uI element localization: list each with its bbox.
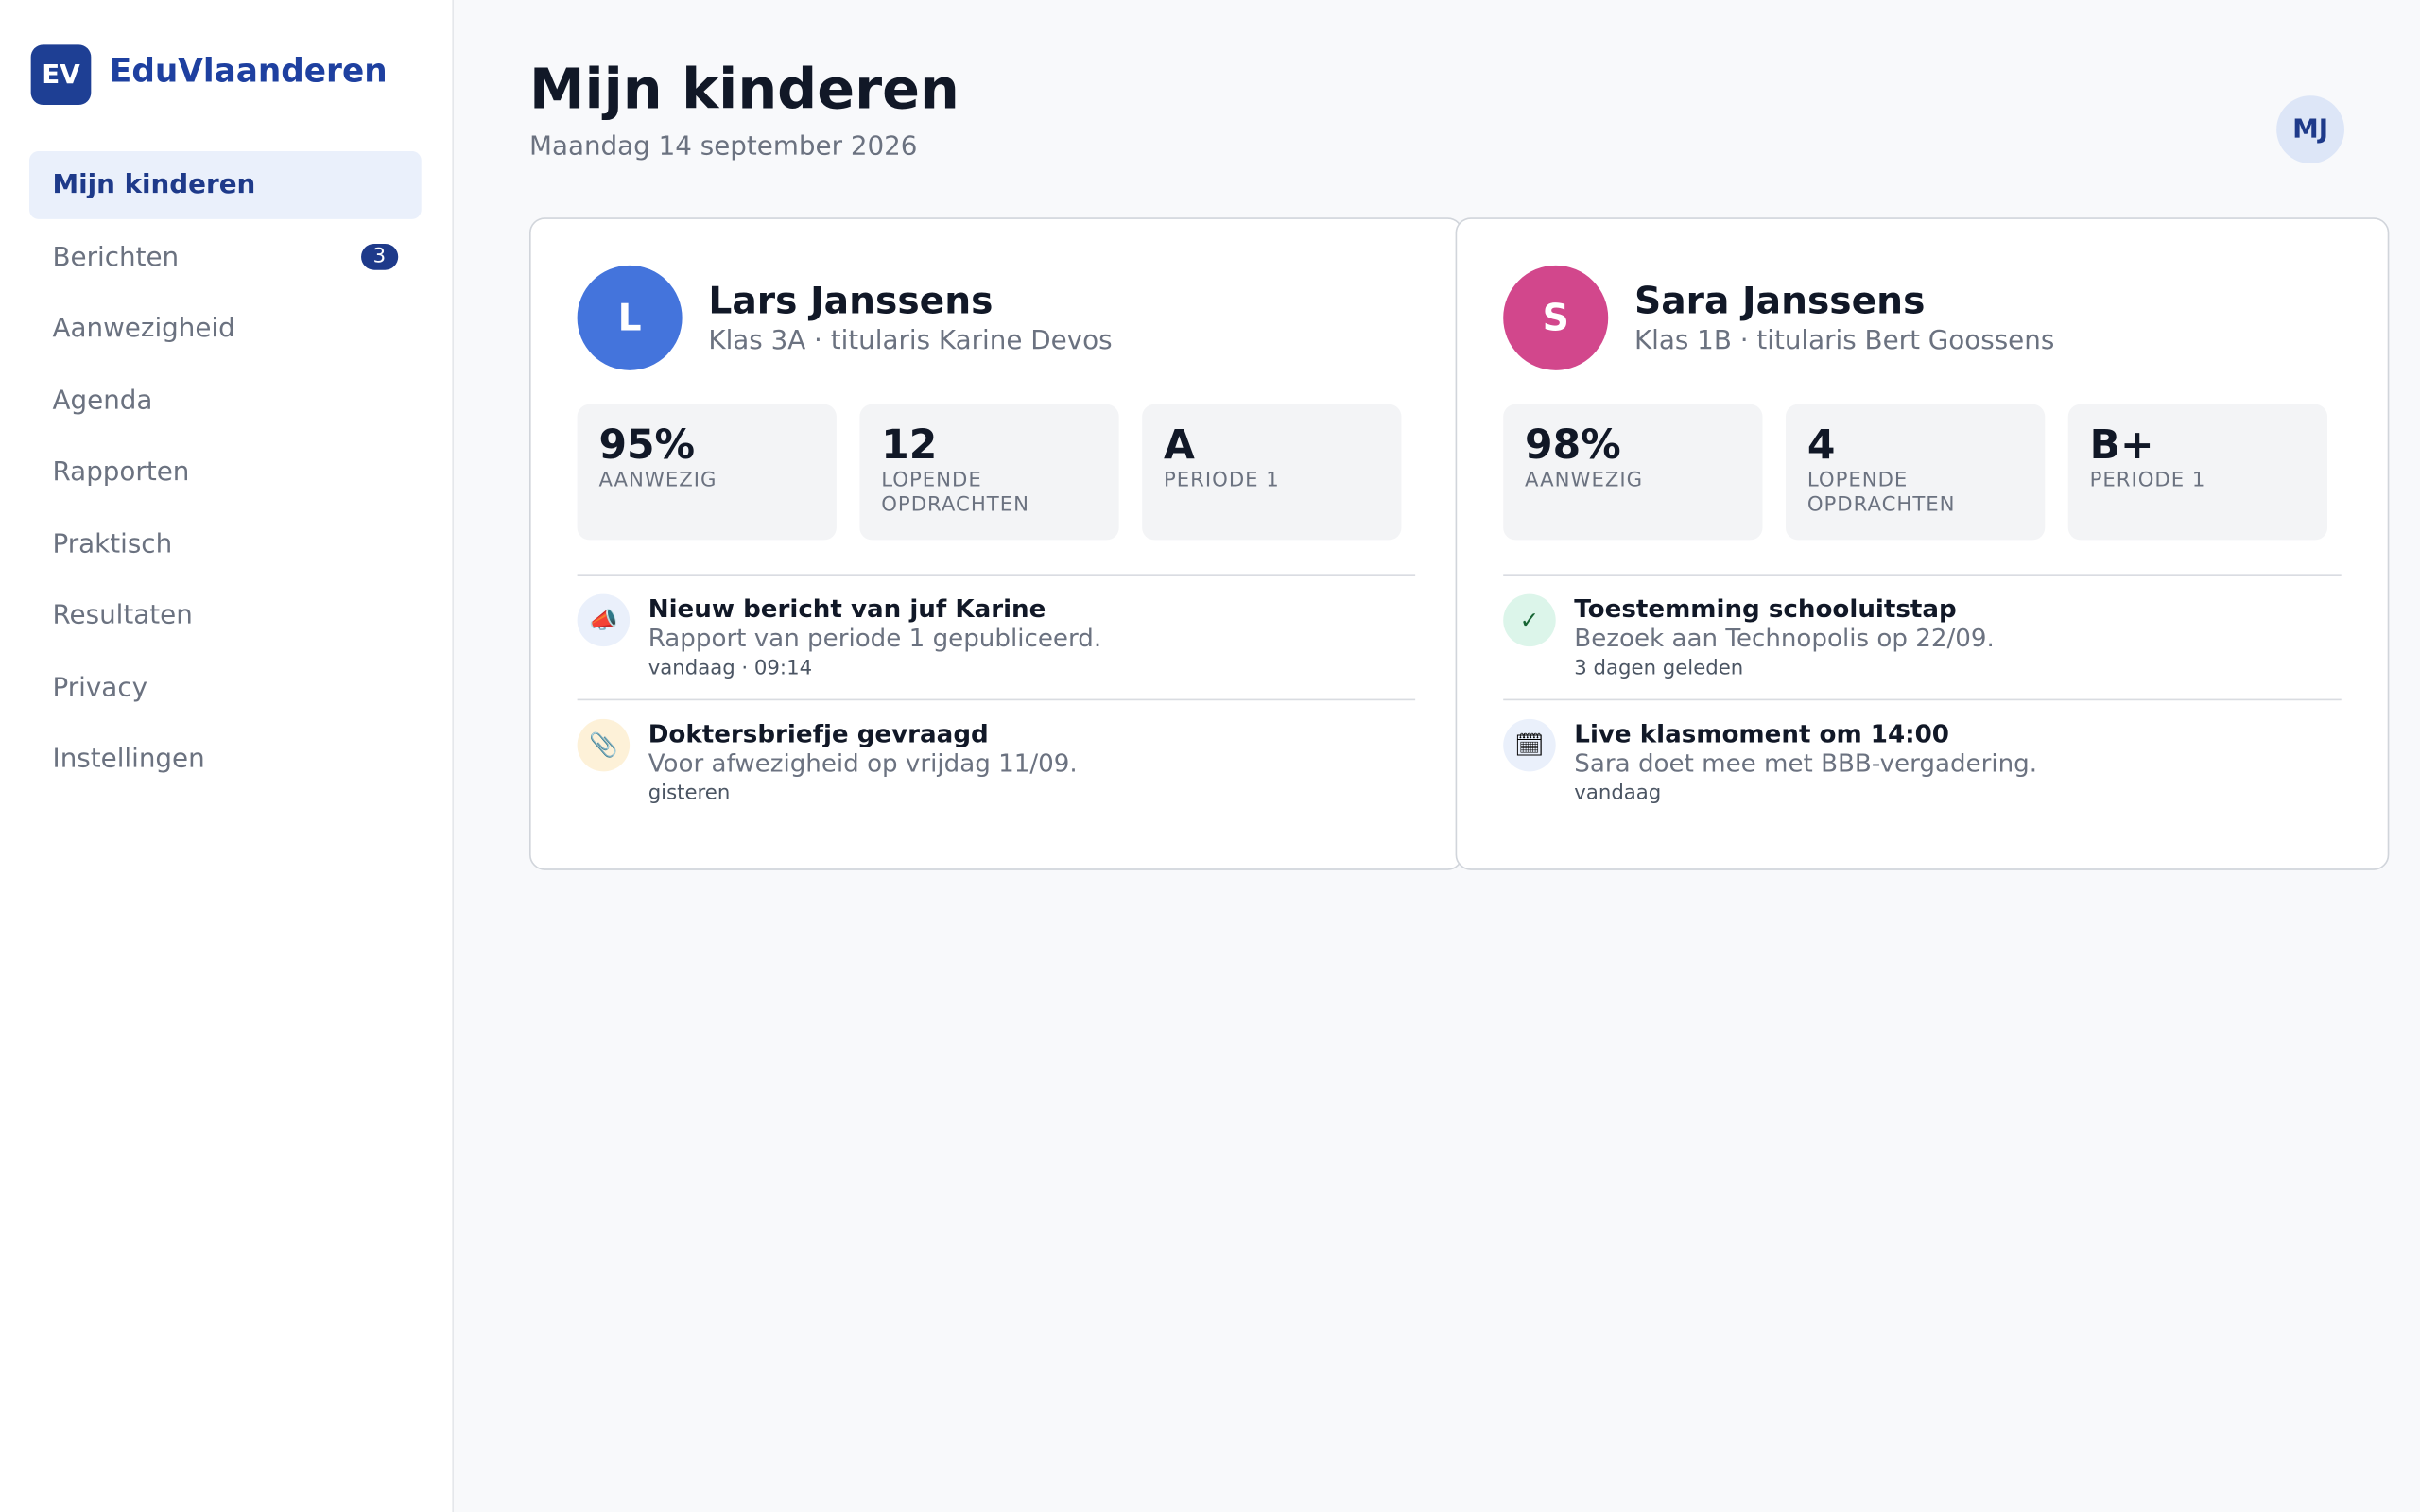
child-avatar: L (577, 265, 683, 370)
stat: 4 Lopende opdrachten (1785, 404, 2046, 541)
child-name: Sara Janssens (1634, 279, 1926, 323)
stat-value: B+ (2089, 422, 2154, 470)
item-text: Rapport van periode 1 gepubliceerd. (648, 623, 1102, 653)
feed-item[interactable]: 📣 Nieuw bericht van juf Karine Rapport va… (577, 574, 1416, 698)
nav-item[interactable]: Resultaten (29, 582, 422, 650)
item-time: 3 dagen geleden (1574, 657, 1744, 680)
item-title: Live klasmoment om 14:00 (1574, 718, 1949, 748)
stats: 95% Aanwezig 12 Lopende opdrachten A Period… (577, 404, 1416, 541)
feed-item[interactable]: ✓ Toestemming schooluitstap Bezoek aan Te… (1503, 574, 2342, 698)
nav-label: Aanwezigheid (52, 313, 235, 345)
child-class: Klas 3A · titularis Karine Devos (708, 325, 1113, 357)
stat-value: 4 (1806, 422, 1836, 470)
nav-label: Resultaten (52, 600, 193, 631)
sidebar: EV EduVlaanderen Mijn kinderen Berichten… (0, 0, 454, 1512)
nav-item[interactable]: Berichten 3 (29, 223, 422, 291)
date: Maandag 14 september 2026 (528, 130, 918, 163)
nav-item[interactable]: Instellingen (29, 725, 422, 793)
item-title: Nieuw bericht van juf Karine (648, 593, 1046, 624)
item-title: Toestemming schooluitstap (1574, 593, 1957, 624)
stat-value: A (1164, 422, 1195, 470)
nav-item[interactable]: Aanwezigheid (29, 295, 422, 363)
nav-item[interactable]: Rapporten (29, 438, 422, 507)
child-class: Klas 1B · titularis Bert Goossens (1634, 325, 2055, 357)
nav-label: Rapporten (52, 456, 190, 488)
nav-label: Privacy (52, 672, 148, 703)
stat: 12 Lopende opdrachten (859, 404, 1119, 541)
page-title: Mijn kinderen (528, 59, 959, 122)
nav-item[interactable]: Agenda (29, 367, 422, 435)
stat-value: 12 (881, 422, 938, 470)
badge: 3 (360, 243, 399, 270)
item-text: Bezoek aan Technopolis op 22/09. (1574, 623, 1995, 653)
nav-label: Agenda (52, 385, 153, 416)
stat-value: 98% (1525, 422, 1621, 470)
item-time: gisteren (648, 782, 731, 806)
brand-name[interactable]: EduVlaanderen (109, 52, 388, 90)
child-card[interactable]: L Lars Janssens Klas 3A · titularis Karin… (528, 217, 1463, 870)
logo[interactable]: EV (30, 44, 92, 106)
nav-label: Mijn kinderen (52, 169, 256, 201)
nav-label: Praktisch (52, 528, 173, 559)
child-header: S Sara Janssens Klas 1B · titularis Bert … (1503, 265, 2342, 370)
icon: 📎 (577, 718, 631, 772)
item-title: Doktersbriefje gevraagd (648, 718, 989, 748)
nav-item[interactable]: Praktisch (29, 510, 422, 578)
stat: 95% Aanwezig (577, 404, 837, 541)
stats: 98% Aanwezig 4 Lopende opdrachten B+ Period… (1503, 404, 2342, 541)
stat-value: 95% (598, 422, 696, 470)
nav-label: Berichten (52, 241, 180, 273)
stat-label: Periode 1 (2089, 469, 2206, 492)
stat: A Periode 1 (1142, 404, 1402, 541)
icon: 📣 (577, 593, 631, 647)
child-card[interactable]: S Sara Janssens Klas 1B · titularis Bert … (1455, 217, 2390, 870)
feed-item[interactable]: 📎 Doktersbriefje gevraagd Voor afwezighei… (577, 698, 1416, 824)
child-avatar: S (1503, 265, 1609, 370)
feed-item[interactable]: 🗓 Live klasmoment om 14:00 Sara doet mee … (1503, 698, 2342, 824)
nav-item[interactable]: Mijn kinderen (29, 150, 422, 219)
nav: Mijn kinderen Berichten 3 Aanwezigheid Ag… (29, 150, 422, 797)
child-header: L Lars Janssens Klas 3A · titularis Karin… (577, 265, 1416, 370)
user-avatar[interactable]: MJ (2276, 95, 2344, 164)
nav-item[interactable]: Privacy (29, 653, 422, 721)
item-time: vandaag (1574, 782, 1662, 806)
stat: 98% Aanwezig (1503, 404, 1763, 541)
stat-label: Aanwezig (598, 469, 717, 492)
stat-label: Lopende opdrachten (1806, 469, 1956, 517)
stat-label: Lopende opdrachten (881, 469, 1029, 517)
stat-label: Periode 1 (1164, 469, 1280, 492)
nav-label: Instellingen (52, 743, 205, 775)
item-time: vandaag · 09:14 (648, 657, 813, 680)
item-text: Voor afwezigheid op vrijdag 11/09. (648, 747, 1078, 778)
stat: B+ Periode 1 (2067, 404, 2328, 541)
child-name: Lars Janssens (708, 279, 994, 323)
icon: 🗓 (1503, 718, 1556, 772)
stat-label: Aanwezig (1525, 469, 1644, 492)
icon: ✓ (1503, 593, 1556, 647)
item-text: Sara doet mee met BBB-vergadering. (1574, 747, 2038, 778)
